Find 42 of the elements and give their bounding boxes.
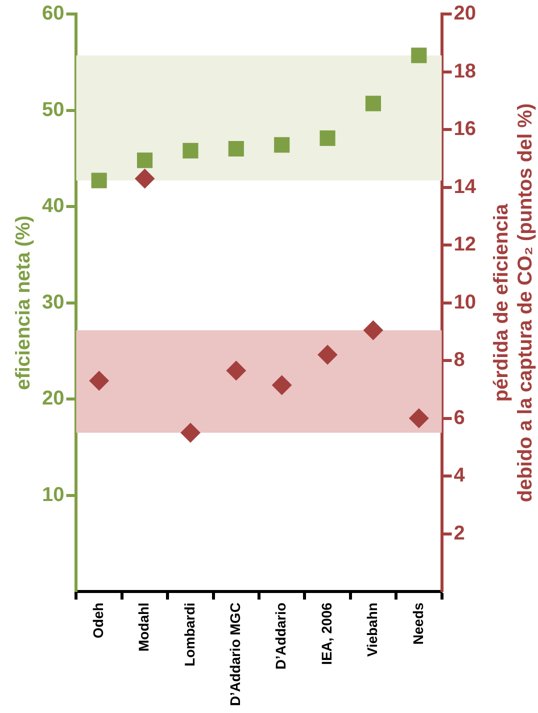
point [320,130,336,146]
point [363,320,384,340]
x-tick-label: IEA, 2006 [318,602,334,665]
y-tick-label: 10 [42,484,64,506]
x-tick-label: D’Addario [272,602,289,670]
y2-tick-label: 6 [454,406,465,429]
x-tick-label: Modahl [136,602,152,652]
x-tick-label: D’Addario MGC [227,602,244,706]
y2-tick-label: 14 [454,176,477,198]
y2-axis-title: pérdida de eficiencia debido a la captura de CO₂ (puntos del %) [490,103,537,502]
y-axis-title: eficiencia neta (%) [12,216,35,390]
y2-tick-label: 18 [454,60,476,82]
y2-tick-label: 4 [454,464,466,487]
point [134,168,155,189]
point [228,140,244,157]
y2-tick-label: 20 [454,2,476,25]
x-tick-label: Lombardi [181,602,198,666]
point [226,360,246,381]
point [411,48,427,64]
point [318,344,338,365]
y2-tick-label: 2 [454,522,465,544]
y-tick-label: 50 [42,98,64,121]
y-tick-label: 30 [42,291,64,314]
point [137,152,153,168]
y2-tick-label: 16 [454,118,476,140]
point [182,142,198,158]
point [408,408,429,428]
x-tick-label: Odeh [90,602,106,638]
y-tick-label: 40 [42,195,64,218]
x-tick-label: Needs [410,602,426,645]
point [274,137,290,153]
y-tick-label: 20 [42,388,64,410]
point [365,96,381,112]
point [272,375,292,396]
x-tick-label: Viebahn [364,602,380,657]
point [89,370,110,391]
y2-tick-label: 10 [454,291,476,314]
y2-tick-label: 8 [454,349,465,372]
point [91,172,107,188]
point [180,422,200,443]
y-tick-label: 60 [42,2,64,25]
y2-tick-label: 12 [454,234,476,256]
